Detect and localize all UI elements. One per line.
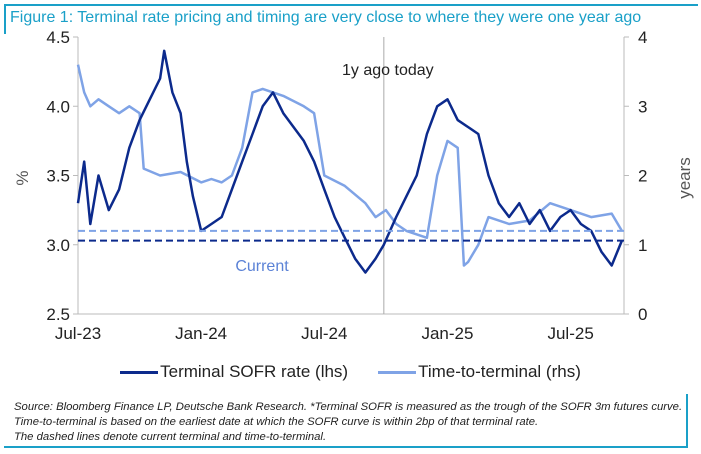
vline-label: 1y ago today [342,62,434,79]
legend-item-time: Time-to-terminal (rhs) [378,362,581,382]
y-right-tick-label: 3 [638,97,647,116]
footnote: Source: Bloomberg Finance LP, Deutsche B… [4,394,688,448]
legend-swatch [378,370,417,374]
x-tick-label: Jul-25 [547,324,593,343]
y-right-tick-label: 1 [638,236,647,255]
legend-swatch [120,370,159,374]
legend-item-terminal: Terminal SOFR rate (lhs) [120,362,348,382]
y-left-tick-label: 3.5 [46,167,70,186]
footnote-dashed: The dashed lines denote current terminal… [14,431,327,443]
series-line-right [76,64,623,267]
y-left-tick-label: 2.5 [46,305,70,324]
x-tick-label: Jul-24 [301,324,347,343]
chart-title: Figure 1: Terminal rate pricing and timi… [10,9,642,26]
x-tick-label: Jan-24 [175,324,227,343]
current-label: Current [235,258,289,275]
chart: 2.5 3.0 3.5 4.0 4.5 0 1 2 3 4 Jul-23 Jan-24 Jul-24 Ja… [13,28,694,343]
y-right-tick-label: 4 [638,28,647,47]
legend-label: Time-to-terminal (rhs) [418,362,581,381]
x-tick-label: Jan-25 [421,324,473,343]
y-right-tick-label: 2 [638,167,647,186]
footnote-source: Source: Bloomberg Finance LP, Deutsche B… [14,401,683,428]
frame-left-border [4,4,6,34]
series-line-left [76,49,624,274]
y-left-label: % [13,170,32,185]
y-left-tick-label: 3.0 [46,236,70,255]
y-right-label: years [675,157,694,199]
y-left-tick-label: 4.0 [46,97,70,116]
y-left-tick-label: 4.5 [46,28,70,47]
y-right-tick-label: 0 [638,305,647,324]
legend-label: Terminal SOFR rate (lhs) [160,362,349,381]
x-tick-label: Jul-23 [55,324,101,343]
legend: Terminal SOFR rate (lhs) Time-to-termina… [0,362,701,382]
frame-top-border [4,4,698,6]
